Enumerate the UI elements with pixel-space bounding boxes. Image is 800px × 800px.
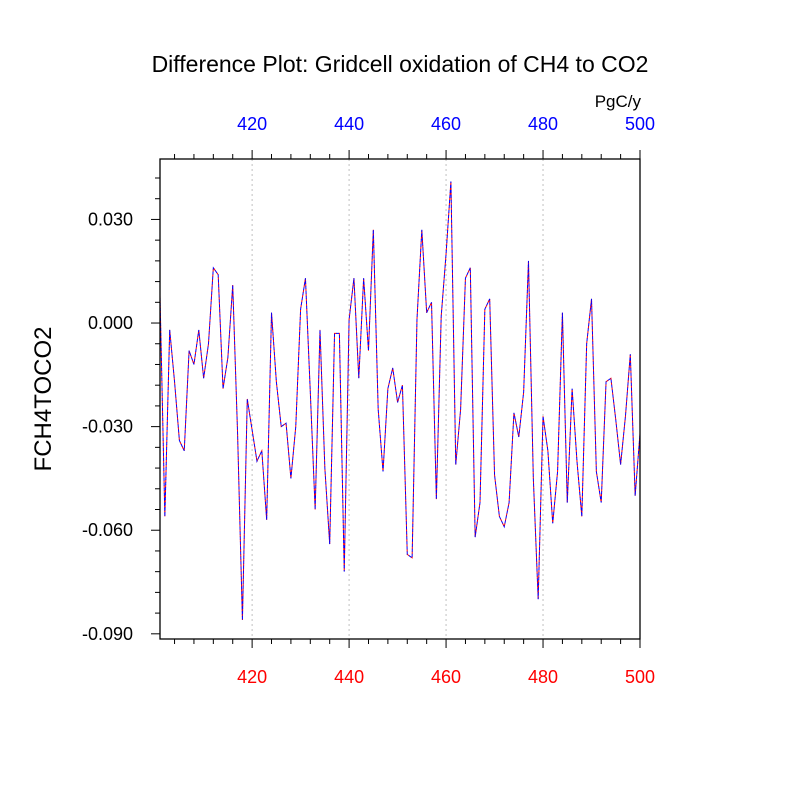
y-tick-label: 0.030 [88, 209, 133, 229]
x-tick-label-top: 420 [237, 114, 267, 134]
axis-ticks [151, 150, 641, 648]
tick-labels: 420 420 440 440 460 460 480 480 500 500 0.030 0.000… [82, 114, 655, 687]
x-tick-label-top: 460 [431, 114, 461, 134]
x-gridlines [251, 159, 544, 639]
series-line-2 [159, 181, 641, 621]
chart-title: Difference Plot: Gridcell oxidation of C… [152, 51, 649, 77]
x-tick-label-top: 480 [528, 114, 558, 134]
x-tick-label-bottom: 500 [625, 667, 655, 687]
y-tick-label: 0.000 [88, 313, 133, 333]
x-tick-label-bottom: 440 [334, 667, 364, 687]
y-tick-label: -0.030 [82, 417, 133, 437]
x-tick-label-bottom: 420 [237, 667, 267, 687]
x-tick-label-top: 500 [625, 114, 655, 134]
y-axis-label: FCH4TOCO2 [30, 327, 57, 472]
y-tick-label: -0.090 [82, 624, 133, 644]
units-label: PgC/y [595, 92, 642, 111]
x-tick-label-bottom: 480 [528, 667, 558, 687]
plot-frame [159, 158, 641, 640]
series-lines [159, 181, 641, 621]
x-tick-label-bottom: 460 [431, 667, 461, 687]
x-tick-label-top: 440 [334, 114, 364, 134]
y-tick-label: -0.060 [82, 520, 133, 540]
